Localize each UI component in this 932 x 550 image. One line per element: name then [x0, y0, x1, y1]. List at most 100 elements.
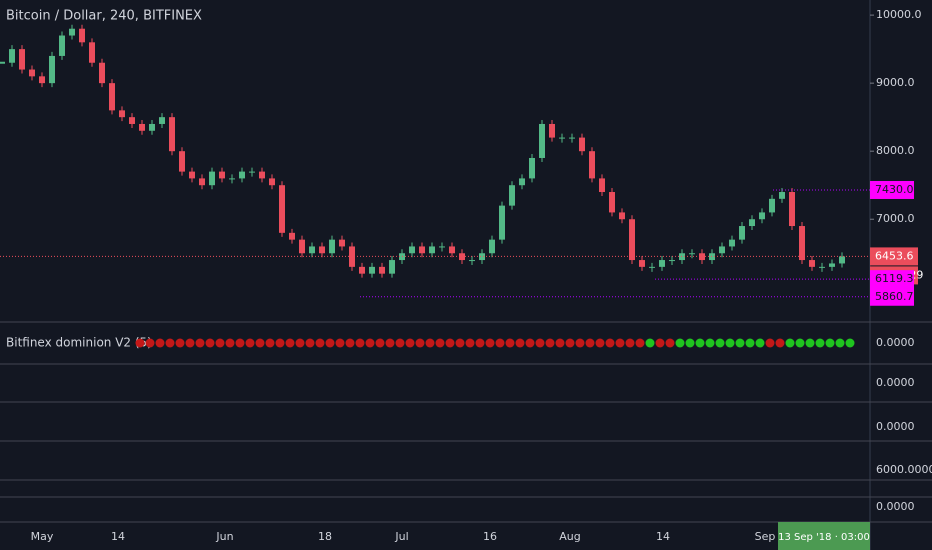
candle: [409, 246, 415, 254]
indicator-dot: [365, 338, 375, 348]
x-tick-label: May: [31, 530, 54, 543]
candle: [439, 246, 445, 248]
candle: [339, 239, 345, 247]
level-box: [870, 287, 914, 306]
indicator-dot: [255, 338, 265, 348]
x-tick-label: Jun: [215, 530, 233, 543]
indicator-dot: [235, 338, 245, 348]
candle: [429, 246, 435, 254]
indicator-dot: [405, 338, 415, 348]
candle: [159, 117, 165, 124]
indicator-dot: [795, 338, 805, 348]
indicator-dot: [555, 338, 565, 348]
y-tick-label: 7000.0: [876, 212, 915, 225]
y-tick-label: 10000.0: [876, 8, 922, 21]
indicator-dot: [325, 338, 335, 348]
x-tick-label: 16: [483, 530, 497, 543]
candle: [549, 123, 555, 138]
indicator-dot: [535, 338, 545, 348]
x-tick-label: Jul: [394, 530, 408, 543]
candle: [379, 266, 385, 274]
candle: [809, 260, 815, 267]
candle: [759, 212, 765, 220]
indicator-dot: [145, 338, 155, 348]
candle: [269, 178, 275, 186]
candle: [39, 76, 45, 84]
candle: [129, 117, 135, 124]
indicator-dot: [515, 338, 525, 348]
indicator-dot: [245, 338, 255, 348]
candle: [829, 263, 835, 267]
indicator-dot: [205, 338, 215, 348]
indicator-dot: [525, 338, 535, 348]
candle: [499, 205, 505, 240]
indicator-dot: [695, 338, 705, 348]
indicator-dot: [305, 338, 315, 348]
candle: [639, 260, 645, 267]
candle: [719, 246, 725, 254]
x-tick-label: 14: [656, 530, 670, 543]
x-tick-label: Sep: [755, 530, 776, 543]
indicator-dot: [485, 338, 495, 348]
indicator-dot: [415, 338, 425, 348]
candle: [89, 42, 95, 63]
indicator-dot: [335, 338, 345, 348]
indicator-title: Bitfinex dominion V2 (5): [6, 336, 152, 350]
candle: [219, 171, 225, 179]
candle: [649, 266, 655, 268]
candle: [629, 219, 635, 261]
candle: [369, 266, 375, 274]
crosshair-date: 13 Sep '18 · 03:00: [778, 532, 870, 543]
candle: [819, 266, 825, 268]
indicator-dot: [135, 338, 145, 348]
y-tick-label: 8000.0: [876, 144, 915, 157]
candle: [469, 260, 475, 262]
candle: [449, 246, 455, 254]
indicator-dot: [755, 338, 765, 348]
pane-axis-label: 0.0000: [876, 420, 915, 433]
candle: [249, 171, 255, 173]
candle: [359, 266, 365, 274]
indicator-dot: [285, 338, 295, 348]
candle: [579, 137, 585, 152]
indicator-dot: [635, 338, 645, 348]
indicator-dot: [545, 338, 555, 348]
indicator-dot: [575, 338, 585, 348]
indicator-dot: [665, 338, 675, 348]
crosshair-date-box: [778, 522, 870, 550]
indicator-dot: [165, 338, 175, 348]
candle: [619, 212, 625, 220]
indicator-dot: [605, 338, 615, 348]
x-tick-label: 18: [318, 530, 332, 543]
candle: [479, 253, 485, 261]
indicator-dot: [385, 338, 395, 348]
candle: [239, 171, 245, 179]
indicator-dot: [195, 338, 205, 348]
candle: [569, 137, 575, 139]
indicator-dot: [765, 338, 775, 348]
candle: [179, 151, 185, 172]
candle: [289, 232, 295, 240]
candle: [559, 137, 565, 139]
indicator-dot: [845, 338, 855, 348]
indicator-dot: [685, 338, 695, 348]
indicator-dot: [185, 338, 195, 348]
candle: [69, 28, 75, 36]
indicator-dot: [155, 338, 165, 348]
last-price-label: 6453.6: [875, 249, 914, 262]
indicator-dot: [395, 338, 405, 348]
level-label: 5860.7: [875, 290, 914, 303]
candle: [169, 117, 175, 152]
indicator-dot: [225, 338, 235, 348]
indicator-dot: [705, 338, 715, 348]
candle: [79, 28, 85, 43]
indicator-dot: [745, 338, 755, 348]
indicator-dot: [715, 338, 725, 348]
indicator-dot: [215, 338, 225, 348]
indicator-dot: [505, 338, 515, 348]
candle: [539, 123, 545, 158]
pane-axis-label: 0.0000: [876, 500, 915, 513]
indicator-dot: [265, 338, 275, 348]
indicator-dot: [315, 338, 325, 348]
x-tick-label: Aug: [559, 530, 580, 543]
